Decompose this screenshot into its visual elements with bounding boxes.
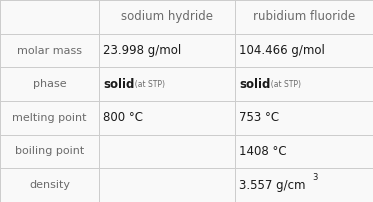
Text: solid: solid — [103, 78, 135, 91]
Text: boiling point: boiling point — [15, 146, 84, 157]
Text: 3.557 g/cm: 3.557 g/cm — [239, 179, 306, 192]
Text: molar mass: molar mass — [17, 45, 82, 56]
Text: sodium hydride: sodium hydride — [121, 10, 213, 23]
Text: 3: 3 — [312, 173, 317, 182]
Text: 800 °C: 800 °C — [103, 111, 143, 124]
Text: 104.466 g/mol: 104.466 g/mol — [239, 44, 325, 57]
Text: phase: phase — [32, 79, 66, 89]
Text: 23.998 g/mol: 23.998 g/mol — [103, 44, 182, 57]
Text: melting point: melting point — [12, 113, 87, 123]
Text: solid: solid — [239, 78, 271, 91]
Text: (at STP): (at STP) — [130, 80, 165, 89]
Text: density: density — [29, 180, 70, 190]
Text: rubidium fluoride: rubidium fluoride — [253, 10, 355, 23]
Text: 753 °C: 753 °C — [239, 111, 280, 124]
Text: 1408 °C: 1408 °C — [239, 145, 287, 158]
Text: (at STP): (at STP) — [266, 80, 301, 89]
